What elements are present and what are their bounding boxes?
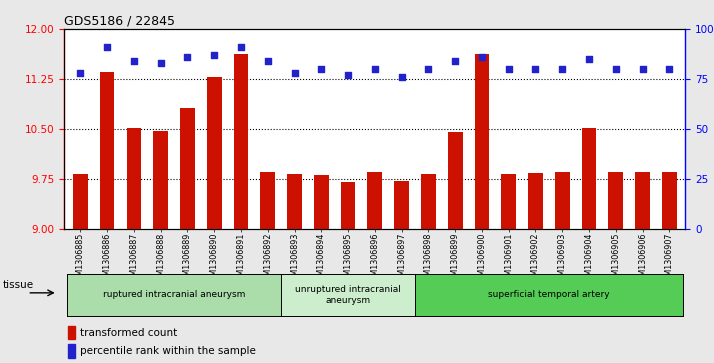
Bar [555, 172, 570, 229]
Bar [341, 182, 356, 229]
Text: ruptured intracranial aneurysm: ruptured intracranial aneurysm [103, 290, 245, 299]
Text: superficial temporal artery: superficial temporal artery [488, 290, 610, 299]
Bar [528, 174, 543, 229]
Point [449, 58, 461, 64]
Bar [582, 127, 596, 229]
Bar [448, 131, 463, 229]
Point [101, 44, 113, 50]
Bar [394, 181, 409, 229]
Bar [100, 72, 114, 229]
Point [369, 66, 381, 72]
Point [342, 72, 353, 78]
Point [637, 66, 648, 72]
Bar [608, 172, 623, 229]
Point [155, 60, 166, 66]
Bar [475, 54, 489, 229]
Bar [233, 54, 248, 229]
Bar [635, 172, 650, 229]
Text: unruptured intracranial
aneurysm: unruptured intracranial aneurysm [295, 285, 401, 305]
Text: percentile rank within the sample: percentile rank within the sample [80, 346, 256, 356]
Point [128, 58, 139, 64]
Bar [421, 174, 436, 229]
Bar [73, 174, 88, 229]
Point [208, 52, 220, 58]
Bar [261, 172, 275, 229]
Text: GDS5186 / 22845: GDS5186 / 22845 [64, 15, 175, 28]
Point [530, 66, 541, 72]
Point [316, 66, 327, 72]
Bar [207, 77, 221, 229]
Point [503, 66, 514, 72]
Bar [287, 174, 302, 229]
Bar [126, 127, 141, 229]
Point [288, 70, 300, 76]
Point [74, 70, 86, 76]
Bar [68, 326, 75, 339]
Bar [368, 172, 382, 229]
Point [262, 58, 273, 64]
Bar [662, 172, 677, 229]
Point [476, 54, 488, 60]
Bar [501, 174, 516, 229]
Point [181, 54, 193, 60]
Point [235, 44, 247, 50]
Point [583, 56, 595, 62]
Bar [180, 107, 195, 229]
Bar [68, 344, 75, 358]
Bar [154, 131, 168, 229]
Point [396, 74, 407, 80]
Point [610, 66, 621, 72]
Point [556, 66, 568, 72]
Point [423, 66, 434, 72]
Text: tissue: tissue [3, 280, 34, 290]
Text: transformed count: transformed count [80, 328, 177, 338]
Point [663, 66, 675, 72]
Bar [314, 175, 328, 229]
